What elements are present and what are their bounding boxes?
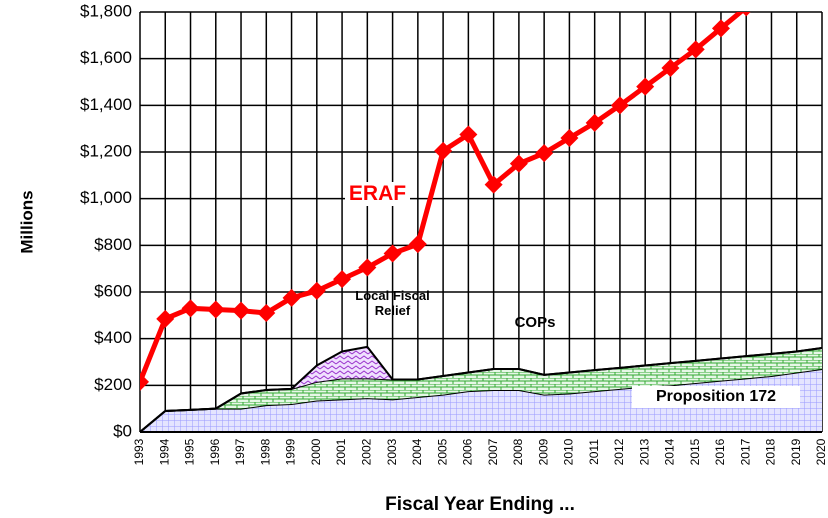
area — [140, 369, 822, 432]
marker — [560, 129, 579, 147]
eraf-series — [140, 12, 751, 391]
marker — [181, 299, 200, 318]
marker — [140, 372, 149, 391]
x-tick-label: 1995 — [183, 438, 197, 465]
marker — [661, 59, 680, 77]
x-tick-label: 2013 — [637, 438, 651, 465]
y-tick-label: $0 — [113, 421, 132, 440]
x-tick-label: 2003 — [385, 438, 399, 465]
series-label: Proposition 172 — [632, 386, 800, 408]
marker — [383, 244, 402, 263]
marker — [636, 77, 655, 96]
y-tick-label: $1,000 — [80, 188, 132, 207]
x-tick-label: 2001 — [334, 438, 348, 465]
y-tick-label: $600 — [94, 281, 132, 300]
x-tick-label: 2007 — [486, 438, 500, 465]
marker — [232, 301, 251, 320]
y-axis-title: Millions — [17, 190, 36, 253]
x-tick-label: 2017 — [738, 438, 752, 465]
x-tick-label: 1994 — [157, 438, 171, 465]
x-tick-label: 2011 — [587, 439, 601, 465]
x-tick-label: 1999 — [284, 438, 298, 465]
x-tick-label: 2014 — [663, 438, 677, 465]
x-tick-label: 2012 — [612, 438, 626, 465]
x-tick-label: 1998 — [258, 438, 272, 465]
marker — [686, 40, 705, 59]
marker — [307, 281, 326, 300]
marker — [585, 113, 604, 132]
marker — [434, 141, 453, 160]
marker — [535, 144, 554, 163]
y-tick-label: $200 — [94, 375, 132, 394]
marker — [358, 258, 377, 277]
marker — [741, 12, 751, 17]
x-tick-label: 2009 — [536, 438, 550, 465]
marker — [282, 288, 301, 307]
area-edge — [139, 345, 823, 433]
y-tick-label: $400 — [94, 328, 132, 347]
x-tick-label: 2004 — [410, 438, 424, 465]
marker — [333, 270, 352, 289]
area-edge — [139, 368, 823, 433]
x-tick-label: 2020 — [814, 438, 828, 465]
x-tick-label: 2005 — [435, 438, 449, 465]
marker — [206, 300, 225, 319]
x-tick-label: 2006 — [461, 438, 475, 465]
x-tick-label: 2016 — [713, 438, 727, 465]
marker — [459, 125, 478, 144]
y-tick-label: $1,800 — [80, 1, 132, 20]
x-axis-title: Fiscal Year Ending ... — [385, 494, 575, 515]
series-label: COPs — [514, 314, 556, 331]
y-tick-label: $1,200 — [80, 141, 132, 160]
marker — [408, 235, 427, 254]
x-tick-label: 1996 — [208, 438, 222, 465]
y-tick-label: $800 — [94, 235, 132, 254]
series-label: Local Fiscal Relief — [355, 288, 430, 318]
area — [140, 348, 822, 432]
x-tick-label: 2002 — [360, 438, 374, 465]
marker — [484, 175, 503, 194]
x-tick-label: 2008 — [511, 438, 525, 465]
x-tick-label: 1993 — [132, 438, 146, 465]
series-label: ERAF — [345, 182, 410, 206]
x-tick-label: 2000 — [309, 438, 323, 465]
marker — [711, 19, 730, 38]
x-tick-label: 2018 — [764, 438, 778, 465]
marker — [257, 304, 276, 322]
marker — [509, 154, 528, 173]
x-tick-label: 1997 — [233, 438, 247, 465]
marker — [156, 309, 175, 328]
y-tick-label: $1,400 — [80, 95, 132, 114]
x-tick-label: 2019 — [789, 438, 803, 465]
x-tick-label: 2015 — [688, 438, 702, 465]
y-tick-label: $1,600 — [80, 48, 132, 67]
x-tick-label: 2010 — [562, 438, 576, 465]
marker — [610, 96, 629, 115]
